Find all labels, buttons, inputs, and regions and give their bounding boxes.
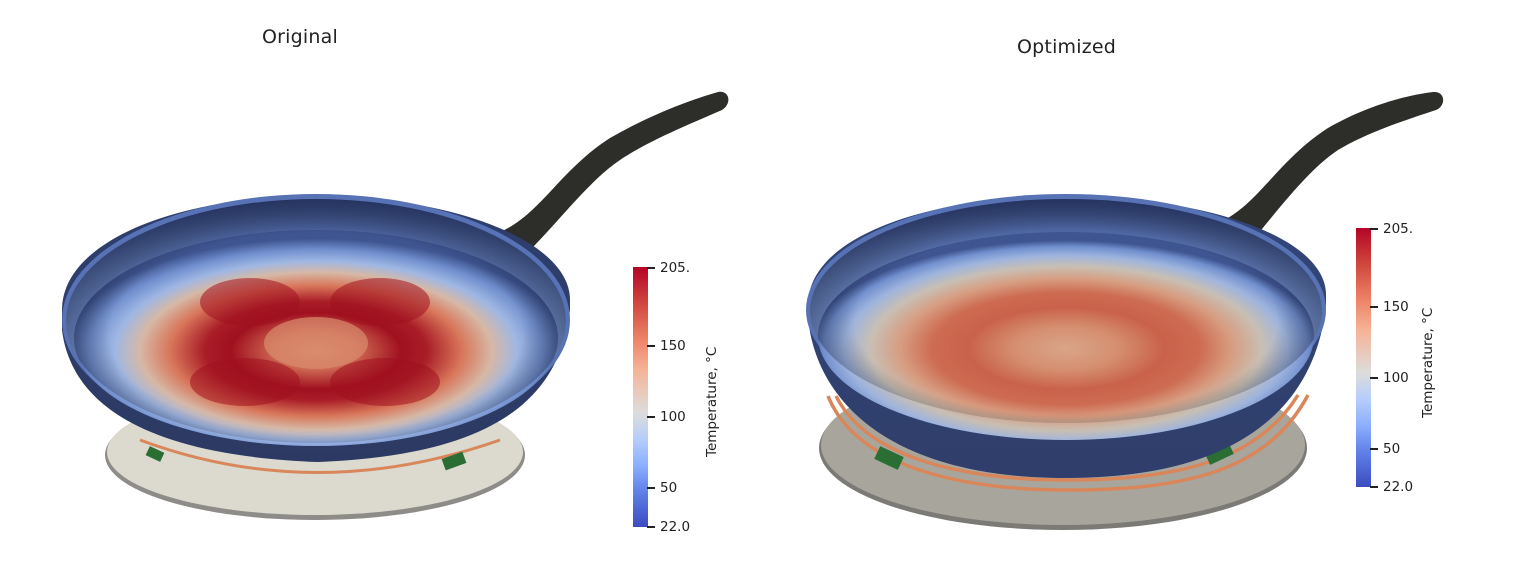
panel-original: Original [62,26,729,535]
colorbar-gradient [1356,228,1371,487]
colorbar-tick [647,487,655,489]
colorbar-tick [647,526,655,528]
colorbar-tick-label: 100 [660,409,686,425]
panel-title-optimized: Optimized [1017,36,1117,58]
colorbar-title: Temperature, °C [1420,307,1436,418]
colorbar-tick-label: 50 [660,480,678,496]
colorbar-tick-label: 100 [1383,370,1409,386]
panel-optimized: Optimized [768,0,1536,564]
pan-render-optimized [806,91,1444,530]
pan-handle [500,91,729,250]
colorbar-tick-label: 50 [1383,441,1401,457]
colorbar-tick [1370,228,1378,230]
coil-clip [441,451,467,471]
colorbar-tick [647,267,655,269]
coil-clip [874,446,904,470]
colorbar-tick-label: 205. [660,260,691,276]
heating-coil [139,438,501,474]
colorbar-tick-label: 205. [1383,221,1414,237]
colorbar-tick-label: 22.0 [660,519,691,535]
pan-handle [1220,91,1444,240]
colorbar-gradient [633,267,648,527]
colorbar-tick [647,416,655,418]
colorbar-tick [1370,448,1378,450]
colorbar-tick-label: 150 [660,338,686,354]
coil-clip [145,446,165,462]
colorbar-tick [1370,306,1378,308]
colorbar-title: Temperature, °C [704,346,720,457]
colorbar-tick-label: 22.0 [1383,479,1414,495]
colorbar-tick [1370,377,1378,379]
panel-title-original: Original [262,26,338,48]
colorbar-tick [1370,486,1378,488]
colorbar-tick [647,345,655,347]
pan-render-original [62,91,729,520]
colorbar-tick-label: 150 [1383,299,1409,315]
